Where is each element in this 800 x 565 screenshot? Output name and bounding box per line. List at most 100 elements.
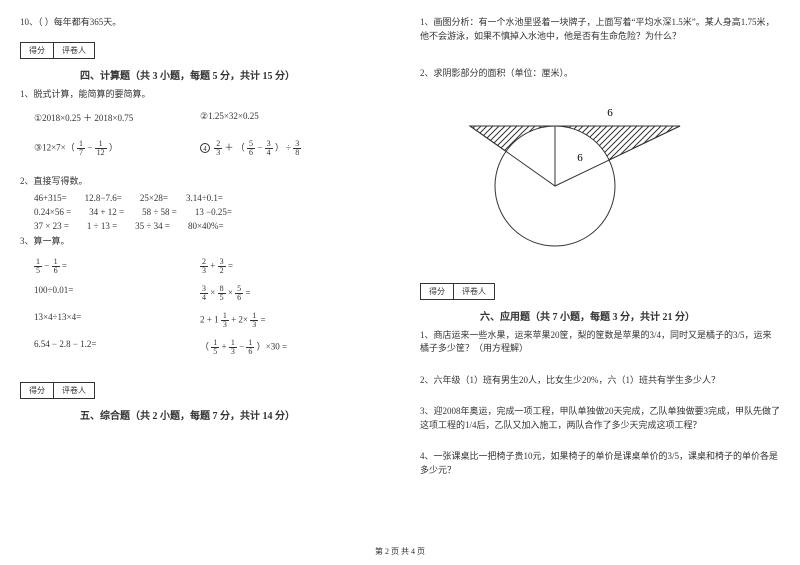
txt: ＋ （	[225, 143, 245, 153]
txt: =	[62, 261, 67, 271]
q2-cell: 1 ÷ 13 =	[87, 221, 117, 231]
q2-rows: 46+315= 12.8−7.6= 25×28= 3.14÷0.1= 0.24×56 =…	[20, 193, 380, 231]
q1-a: ①2018×0.25 ＋ 2018×0.75	[34, 111, 200, 124]
q1c-post: ）	[109, 143, 118, 153]
q3-r1: 15 − 16 = 23 + 32 =	[34, 258, 366, 275]
q1-row2: ③12×7×（ 17 − 112 ） 4 23 ＋ （ 56 − 34 ） ÷ …	[34, 140, 366, 157]
question-10: 10、（ ）每年都有365天。	[20, 16, 380, 30]
frac: 16	[246, 339, 254, 356]
q3-a: 15 − 16 =	[34, 258, 200, 275]
frac: 34	[200, 285, 208, 302]
score-label: 得分	[421, 284, 454, 299]
txt: =	[260, 315, 265, 325]
frac: 112	[95, 140, 107, 157]
right-q1: 1、画图分析：有一个水池里竖着一块牌子，上面写着“平均水深1.5米”。某人身高1…	[420, 16, 780, 43]
q3-h: （ 15 + 13 − 16 ）×30 =	[200, 339, 366, 356]
txt: −	[239, 342, 246, 352]
section-4-title: 四、计算题（共 3 小题，每题 5 分，共计 15 分）	[80, 67, 380, 82]
q2-cell: 0.24×56 =	[34, 207, 71, 217]
q1-prompt: 1、脱式计算，能简算的要简算。	[20, 88, 380, 102]
q1-row1: ①2018×0.25 ＋ 2018×0.75 ②1.25×32×0.25	[34, 111, 366, 124]
q3-c: 100÷0.01=	[34, 285, 200, 302]
frac: 13	[250, 312, 258, 329]
q2-cell: 46+315=	[34, 193, 67, 203]
frac: 38	[293, 140, 301, 157]
q2-cell: 25×28=	[140, 193, 168, 203]
right-column: 1、画图分析：有一个水池里竖着一块牌子，上面写着“平均水深1.5米”。某人身高1…	[400, 0, 800, 565]
txt: =	[228, 261, 233, 271]
q2-cell: 13 −0.25=	[195, 207, 232, 217]
q2-cell: 12.8−7.6=	[85, 193, 122, 203]
txt: ）×30 =	[257, 342, 287, 352]
frac: 56	[247, 140, 255, 157]
txt: ×	[210, 288, 217, 298]
frac: 56	[235, 285, 243, 302]
txt: + 2×	[231, 315, 248, 325]
frac: 34	[265, 140, 273, 157]
txt: ） ÷	[275, 143, 293, 153]
q1c-mid: −	[87, 143, 94, 153]
q3-r4: 6.54 − 2.8 − 1.2= （ 15 + 13 − 16 ）×30 =	[34, 339, 366, 356]
q1c-pre: ③12×7×（	[34, 143, 75, 153]
q2-cell: 34 + 12 =	[89, 207, 124, 217]
r-q4: 4、一张课桌比一把椅子贵10元，如果椅子的单价是课桌单价的3/5，课桌和椅子的单…	[420, 450, 780, 477]
q1-d: 4 23 ＋ （ 56 − 34 ） ÷ 38	[200, 140, 366, 157]
svg-text:6: 6	[607, 107, 613, 119]
score-box: 得分 评卷人	[20, 42, 95, 59]
grader-label: 评卷人	[454, 284, 494, 299]
grader-label: 评卷人	[54, 43, 94, 58]
frac: 85	[218, 285, 226, 302]
right-q2: 2、求阴影部分的面积（单位：厘米）。	[420, 67, 780, 81]
section-6-title: 六、应用题（共 7 小题，每题 3 分，共计 21 分）	[480, 308, 780, 323]
circled-4: 4	[200, 143, 210, 153]
frac: 15	[211, 339, 219, 356]
txt: （	[200, 342, 209, 352]
page-footer: 第 2 页 共 4 页	[0, 546, 800, 557]
frac: 15	[34, 258, 42, 275]
score-label: 得分	[21, 383, 54, 398]
shaded-diagram: 6 6	[450, 91, 780, 263]
q2-cell: 3.14÷0.1=	[186, 193, 223, 203]
frac: 23	[200, 258, 208, 275]
diagram-svg: 6 6	[450, 91, 710, 261]
q3-g: 6.54 − 2.8 − 1.2=	[34, 339, 200, 356]
txt: −	[257, 143, 264, 153]
txt: −	[44, 261, 51, 271]
q3-r2: 100÷0.01= 34 × 85 × 56 =	[34, 285, 366, 302]
frac: 16	[52, 258, 60, 275]
grader-label: 评卷人	[54, 383, 94, 398]
q3-f: 2 + 1 13 + 2× 13 =	[200, 312, 366, 329]
score-box-2: 得分 评卷人	[20, 382, 95, 399]
txt: 2 + 1	[200, 315, 219, 325]
q2-cell: 37 × 23 =	[34, 221, 69, 231]
q2-cell: 58 ÷ 58 =	[142, 207, 177, 217]
score-box-3: 得分 评卷人	[420, 283, 495, 300]
q3-e: 13×4÷13×4=	[34, 312, 200, 329]
q3-r3: 13×4÷13×4= 2 + 1 13 + 2× 13 =	[34, 312, 366, 329]
txt: +	[222, 342, 229, 352]
q3-d: 34 × 85 × 56 =	[200, 285, 366, 302]
frac: 13	[221, 312, 229, 329]
q3-prompt: 3、算一算。	[20, 235, 380, 249]
txt: ×	[228, 288, 235, 298]
q2-row: 46+315= 12.8−7.6= 25×28= 3.14÷0.1=	[34, 193, 380, 203]
txt: +	[210, 261, 217, 271]
r-q2: 2、六年级（1）班有男生20人，比女生少20%，六（1）班共有学生多少人？	[420, 374, 780, 388]
frac: 23	[214, 140, 222, 157]
q2-cell: 80×40%=	[188, 221, 224, 231]
r-q3: 3、迎2008年奥运，完成一项工程，甲队单独做20天完成，乙队单独做要3完成，甲…	[420, 405, 780, 432]
q3-b: 23 + 32 =	[200, 258, 366, 275]
q2-row: 37 × 23 = 1 ÷ 13 = 35 ÷ 34 = 80×40%=	[34, 221, 380, 231]
left-column: 10、（ ）每年都有365天。 得分 评卷人 四、计算题（共 3 小题，每题 5…	[0, 0, 400, 565]
q1-b: ②1.25×32×0.25	[200, 111, 366, 124]
q2-cell: 35 ÷ 34 =	[135, 221, 170, 231]
frac: 32	[218, 258, 226, 275]
svg-text:6: 6	[577, 152, 583, 164]
r-q1: 1、商店运来一些水果，运来苹果20筐，梨的筐数是苹果的3/4，同时又是橘子的3/…	[420, 329, 780, 356]
frac: 17	[77, 140, 85, 157]
q1-c: ③12×7×（ 17 − 112 ）	[34, 140, 200, 157]
q2-row: 0.24×56 = 34 + 12 = 58 ÷ 58 = 13 −0.25=	[34, 207, 380, 217]
section-5-title: 五、综合题（共 2 小题，每题 7 分，共计 14 分）	[80, 407, 380, 422]
frac: 13	[229, 339, 237, 356]
txt: =	[245, 288, 250, 298]
